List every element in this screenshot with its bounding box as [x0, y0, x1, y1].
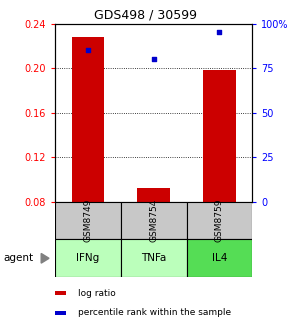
Text: GSM8754: GSM8754 — [149, 199, 158, 242]
Bar — [55, 202, 121, 239]
Text: IFNg: IFNg — [76, 253, 99, 263]
Bar — [55, 239, 121, 277]
Text: GSM8749: GSM8749 — [84, 199, 93, 242]
Bar — [72, 37, 104, 202]
Text: agent: agent — [3, 253, 33, 263]
Bar — [121, 239, 186, 277]
Bar — [137, 188, 170, 202]
Text: log ratio: log ratio — [78, 289, 115, 298]
Bar — [121, 202, 186, 239]
Point — [151, 56, 156, 62]
Bar — [55, 311, 66, 314]
Text: IL4: IL4 — [212, 253, 227, 263]
Bar — [203, 70, 236, 202]
Text: GDS498 / 30599: GDS498 / 30599 — [93, 8, 197, 22]
Bar — [186, 202, 252, 239]
Text: TNFa: TNFa — [141, 253, 166, 263]
Point — [217, 30, 222, 35]
Point — [86, 47, 90, 53]
Text: GSM8759: GSM8759 — [215, 199, 224, 242]
Text: percentile rank within the sample: percentile rank within the sample — [78, 308, 231, 317]
Bar — [186, 239, 252, 277]
Bar — [55, 291, 66, 295]
